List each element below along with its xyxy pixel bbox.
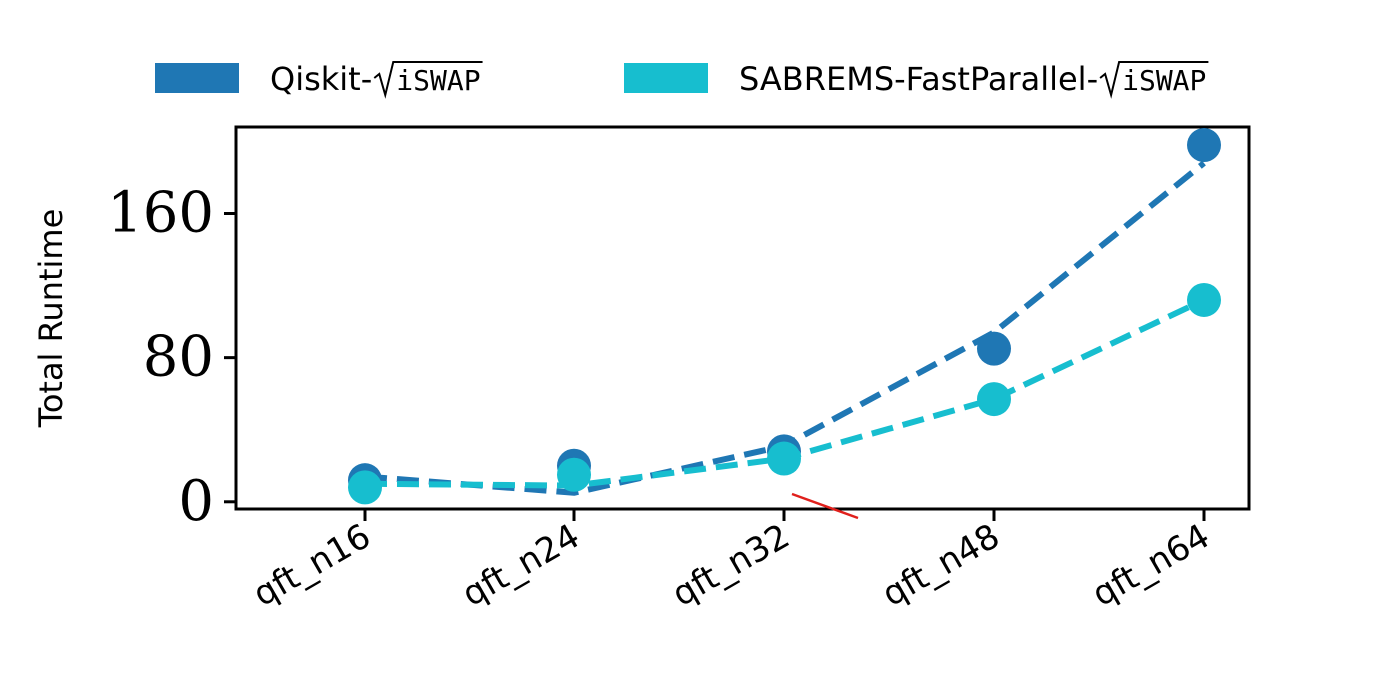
y-axis-label: Total Runtime (32, 209, 70, 429)
x-ticks: qft_n16 qft_n24 qft_n32 qft_n48 qft_n64 (247, 509, 1217, 615)
x-tick-label: qft_n32 (666, 516, 797, 615)
y-ticks: 0 80 160 (107, 180, 236, 534)
data-point (977, 331, 1011, 366)
series-1 (348, 282, 1221, 505)
data-point (557, 457, 591, 492)
x-tick-label: qft_n24 (456, 516, 587, 615)
legend-label-0-arg: iSWAP (396, 64, 480, 97)
legend-label-1-arg: iSWAP (1122, 64, 1206, 97)
y-tick-label: 160 (107, 180, 214, 245)
legend-label-1-prefix: SABREMS-FastParallel- (739, 60, 1098, 98)
legend-entry-1: SABREMS-FastParallel- iSWAP (624, 60, 1209, 99)
data-point (1187, 282, 1221, 317)
x-tick-label: qft_n16 (247, 516, 378, 615)
legend-entry-0: Qiskit- iSWAP (155, 60, 483, 99)
legend-swatch-1 (624, 63, 708, 93)
data-point (1187, 128, 1221, 163)
plot-frame (234, 125, 1251, 511)
x-tick-label: qft_n64 (1086, 516, 1217, 615)
annotation-stroke (791, 492, 859, 520)
legend-sqrt-1 (1099, 61, 1209, 99)
data-point (977, 382, 1011, 417)
data-point (348, 470, 382, 505)
legend-sqrt-0 (373, 61, 483, 99)
data-point (767, 441, 801, 476)
legend-swatch-0 (155, 63, 239, 93)
x-tick-label: qft_n48 (876, 516, 1007, 615)
legend-label-0-prefix: Qiskit- (270, 60, 372, 98)
series-layer (348, 128, 1221, 505)
legend: Qiskit- iSWAP SABREMS-FastParallel- iSWA… (155, 60, 1209, 99)
y-tick-label: 80 (143, 325, 214, 390)
y-tick-label: 0 (178, 469, 214, 534)
